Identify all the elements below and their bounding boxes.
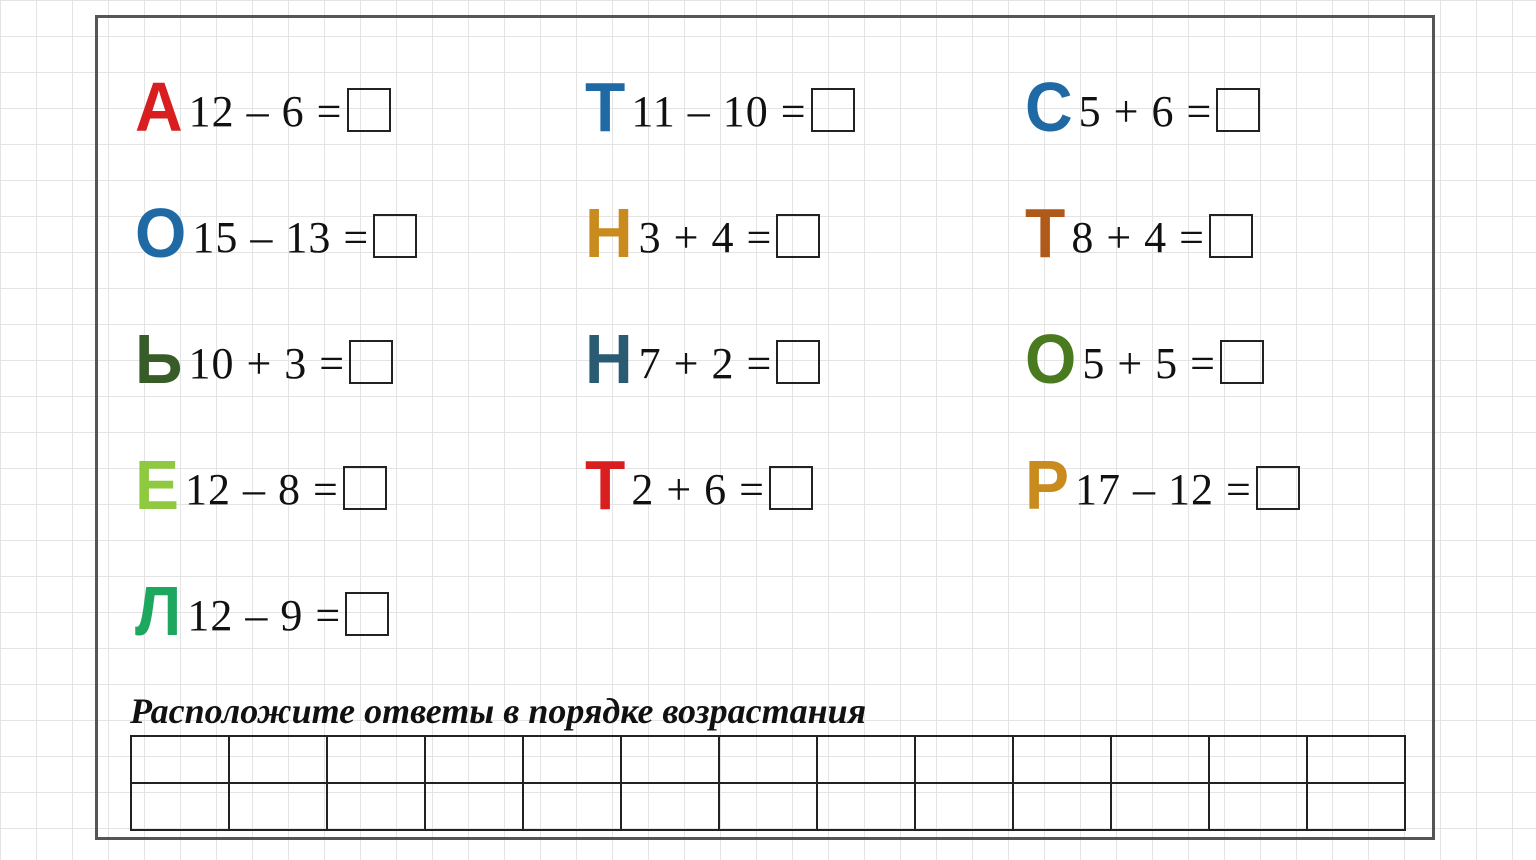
equation-expression: 12 – 6 = bbox=[189, 86, 343, 137]
answer-box[interactable] bbox=[811, 88, 855, 132]
answer-box[interactable] bbox=[776, 340, 820, 384]
answer-box[interactable] bbox=[373, 214, 417, 258]
answer-cell[interactable] bbox=[621, 736, 719, 783]
equation-expression: 5 + 6 = bbox=[1079, 86, 1213, 137]
equation-letter: С bbox=[1025, 72, 1073, 141]
answer-box[interactable] bbox=[1209, 214, 1253, 258]
equation-expression: 15 – 13 = bbox=[192, 212, 369, 263]
answer-cell[interactable] bbox=[131, 783, 229, 830]
answer-cell[interactable] bbox=[1307, 736, 1405, 783]
answer-cell[interactable] bbox=[1209, 783, 1307, 830]
answer-cell[interactable] bbox=[1307, 783, 1405, 830]
answer-box[interactable] bbox=[347, 88, 391, 132]
answer-cell[interactable] bbox=[621, 783, 719, 830]
answer-cell[interactable] bbox=[817, 736, 915, 783]
equation: Т8 + 4 = bbox=[1025, 196, 1430, 263]
equation: Н3 + 4 = bbox=[585, 196, 1025, 263]
equation-expression: 3 + 4 = bbox=[639, 212, 773, 263]
answer-cell[interactable] bbox=[817, 783, 915, 830]
answer-cell[interactable] bbox=[523, 736, 621, 783]
equation-expression: 5 + 5 = bbox=[1082, 338, 1216, 389]
answer-box[interactable] bbox=[1220, 340, 1264, 384]
answer-cell[interactable] bbox=[719, 783, 817, 830]
equation-letter: Т bbox=[585, 72, 625, 141]
equation-letter: Л bbox=[135, 576, 181, 645]
equation: С5 + 6 = bbox=[1025, 70, 1430, 137]
answer-cell[interactable] bbox=[229, 783, 327, 830]
equation: Л12 – 9 = bbox=[135, 574, 585, 641]
equation: О5 + 5 = bbox=[1025, 322, 1430, 389]
answer-cell[interactable] bbox=[1013, 783, 1111, 830]
equation-letter: Т bbox=[585, 450, 625, 519]
equations-grid: А12 – 6 =Т11 – 10 =С5 + 6 =О15 – 13 =Н3 … bbox=[135, 40, 1435, 670]
answer-cell[interactable] bbox=[229, 736, 327, 783]
equation-expression: 2 + 6 = bbox=[631, 464, 765, 515]
answer-box[interactable] bbox=[343, 466, 387, 510]
answer-table[interactable] bbox=[130, 735, 1406, 831]
answer-box[interactable] bbox=[769, 466, 813, 510]
answer-cell[interactable] bbox=[915, 783, 1013, 830]
equation-letter: Т bbox=[1025, 198, 1065, 267]
equation-expression: 12 – 9 = bbox=[187, 590, 341, 641]
equation: Е12 – 8 = bbox=[135, 448, 585, 515]
equation-letter: О bbox=[135, 198, 186, 267]
answer-cell[interactable] bbox=[1111, 783, 1209, 830]
equation-letter: Н bbox=[585, 324, 633, 393]
equation: О15 – 13 = bbox=[135, 196, 585, 263]
answer-cell[interactable] bbox=[425, 783, 523, 830]
answer-box[interactable] bbox=[776, 214, 820, 258]
equation-expression: 8 + 4 = bbox=[1071, 212, 1205, 263]
equation-letter: А bbox=[135, 72, 183, 141]
equation-expression: 17 – 12 = bbox=[1075, 464, 1252, 515]
answer-cell[interactable] bbox=[327, 783, 425, 830]
equation-letter: Е bbox=[135, 450, 179, 519]
answer-cell[interactable] bbox=[327, 736, 425, 783]
equation: Т2 + 6 = bbox=[585, 448, 1025, 515]
equation: Р17 – 12 = bbox=[1025, 448, 1430, 515]
equation-letter: О bbox=[1025, 324, 1076, 393]
answer-cell[interactable] bbox=[1111, 736, 1209, 783]
equation-expression: 7 + 2 = bbox=[639, 338, 773, 389]
equation: Н7 + 2 = bbox=[585, 322, 1025, 389]
answer-cell[interactable] bbox=[425, 736, 523, 783]
answer-box[interactable] bbox=[345, 592, 389, 636]
equation: А12 – 6 = bbox=[135, 70, 585, 137]
answer-cell[interactable] bbox=[131, 736, 229, 783]
answer-box[interactable] bbox=[1256, 466, 1300, 510]
answer-box[interactable] bbox=[1216, 88, 1260, 132]
equation-letter: Р bbox=[1025, 450, 1069, 519]
answer-cell[interactable] bbox=[915, 736, 1013, 783]
equation-letter: Н bbox=[585, 198, 633, 267]
answer-cell[interactable] bbox=[1209, 736, 1307, 783]
equation-expression: 11 – 10 = bbox=[631, 86, 806, 137]
equation-letter: Ь bbox=[135, 324, 182, 393]
answer-cell[interactable] bbox=[523, 783, 621, 830]
equation-expression: 12 – 8 = bbox=[185, 464, 339, 515]
instruction-text: Расположите ответы в порядке возрастания bbox=[130, 690, 866, 732]
answer-cell[interactable] bbox=[719, 736, 817, 783]
equation: Ь10 + 3 = bbox=[135, 322, 585, 389]
answer-box[interactable] bbox=[349, 340, 393, 384]
equation-expression: 10 + 3 = bbox=[188, 338, 345, 389]
answer-cell[interactable] bbox=[1013, 736, 1111, 783]
equation: Т11 – 10 = bbox=[585, 70, 1025, 137]
